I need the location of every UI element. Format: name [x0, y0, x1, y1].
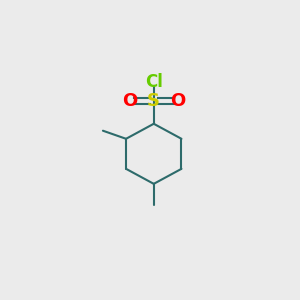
Text: O: O	[122, 92, 137, 110]
Text: S: S	[147, 92, 160, 110]
Text: O: O	[170, 92, 186, 110]
Text: Cl: Cl	[145, 73, 163, 91]
